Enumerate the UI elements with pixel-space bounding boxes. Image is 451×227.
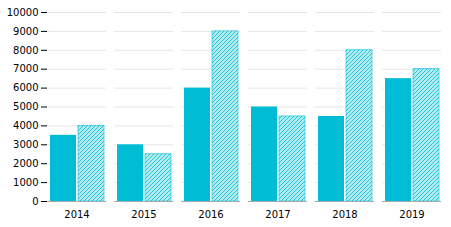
svg-text:0: 0: [32, 196, 38, 207]
svg-text:2017: 2017: [265, 209, 290, 220]
svg-text:1000: 1000: [13, 177, 38, 188]
svg-text:2000: 2000: [13, 158, 38, 169]
svg-text:9000: 9000: [13, 26, 38, 37]
svg-text:8000: 8000: [13, 45, 38, 56]
svg-text:2018: 2018: [332, 209, 357, 220]
svg-text:7000: 7000: [13, 63, 38, 74]
svg-text:3000: 3000: [13, 139, 38, 150]
svg-text:5000: 5000: [13, 101, 38, 112]
svg-text:2016: 2016: [198, 209, 223, 220]
svg-text:6000: 6000: [13, 82, 38, 93]
svg-text:4000: 4000: [13, 120, 38, 131]
svg-text:2019: 2019: [399, 209, 424, 220]
svg-text:10000: 10000: [7, 7, 39, 18]
svg-text:2014: 2014: [64, 209, 89, 220]
svg-text:2015: 2015: [131, 209, 156, 220]
